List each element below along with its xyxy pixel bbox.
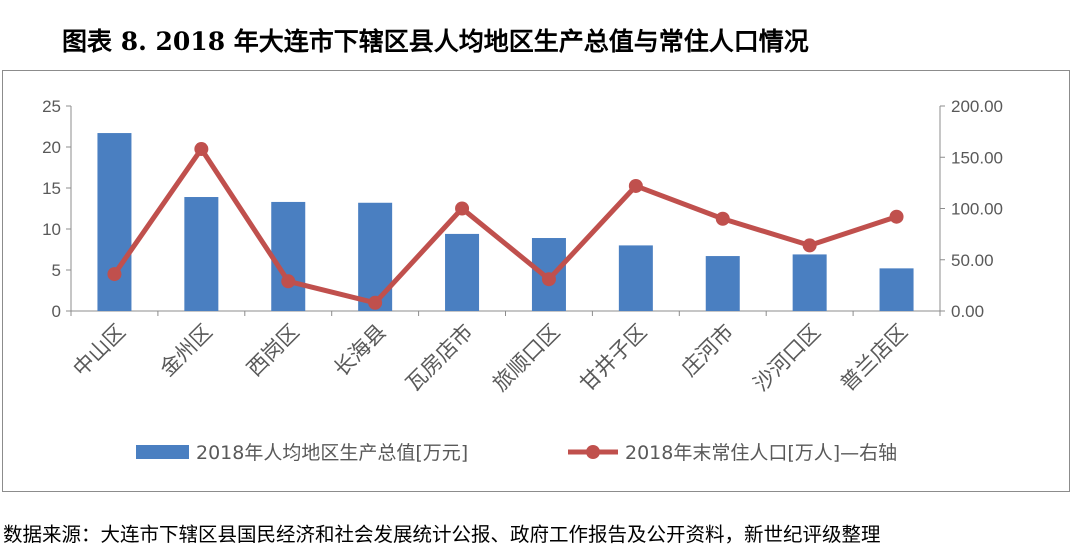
line-point xyxy=(368,295,383,310)
bar xyxy=(97,133,132,311)
line-point xyxy=(715,211,730,226)
line-point xyxy=(802,238,817,253)
category-label: 中山区 xyxy=(68,320,130,382)
right-tick-label: 150.00 xyxy=(951,148,1003,167)
line-point xyxy=(541,272,556,287)
category-label: 沙河口区 xyxy=(749,320,825,396)
left-tick-label: 5 xyxy=(52,261,61,280)
chart-area: 0 5 10 15 20 25 0.00 50.00 100.00 150.00 200.00 中… xyxy=(2,70,1070,492)
bar xyxy=(792,254,827,311)
bar xyxy=(879,268,914,311)
line-point xyxy=(455,201,470,216)
chart-title: 图表 8. 2018 年大连市下辖区县人均地区生产总值与常住人口情况 xyxy=(62,27,809,56)
legend-bar-label: 2018年人均地区生产总值[万元] xyxy=(196,442,468,464)
category-label: 甘井子区 xyxy=(575,320,651,396)
bar xyxy=(271,201,306,311)
source-note: 数据来源：大连市下辖区县国民经济和社会发展统计公报、政府工作报告及公开资料，新世… xyxy=(3,523,881,546)
legend-bar-swatch xyxy=(136,445,189,459)
left-axis-ticks: 0 5 10 15 20 25 xyxy=(42,97,71,321)
line-series xyxy=(107,142,904,310)
right-tick-label: 200.00 xyxy=(951,97,1003,116)
line-point xyxy=(194,142,209,157)
bar xyxy=(358,202,393,311)
left-tick-label: 20 xyxy=(42,138,61,157)
left-tick-label: 10 xyxy=(42,220,61,239)
category-label: 瓦房店市 xyxy=(401,320,477,396)
category-labels: 中山区 金州区 西岗区 长海县 瓦房店市 旅顺口区 甘井子区 庄河市 沙河口区 普兰店区 xyxy=(68,320,912,396)
line-path xyxy=(112,146,898,306)
category-label: 旅顺口区 xyxy=(488,320,564,396)
line-point xyxy=(628,178,643,193)
bar xyxy=(705,256,740,311)
category-label: 西岗区 xyxy=(242,320,304,382)
right-tick-label: 50.00 xyxy=(951,251,994,270)
bar xyxy=(445,233,480,311)
category-label: 普兰店区 xyxy=(836,320,912,396)
line-point xyxy=(889,209,904,224)
legend: 2018年人均地区生产总值[万元] 2018年末常住人口[万人]—右轴 xyxy=(136,442,897,464)
left-tick-label: 25 xyxy=(42,97,61,116)
left-tick-label: 15 xyxy=(42,179,61,198)
line-point xyxy=(107,267,122,282)
right-tick-label: 0.00 xyxy=(951,302,984,321)
category-label: 庄河市 xyxy=(677,320,739,382)
combo-chart: 0 5 10 15 20 25 0.00 50.00 100.00 150.00 200.00 中… xyxy=(42,97,1003,464)
right-tick-label: 100.00 xyxy=(951,200,1003,219)
category-label: 长海县 xyxy=(329,320,391,382)
left-tick-label: 0 xyxy=(52,302,61,321)
legend-line-label: 2018年末常住人口[万人]—右轴 xyxy=(625,442,897,464)
bar xyxy=(618,245,653,311)
legend-line-marker xyxy=(586,445,600,459)
line-point xyxy=(281,274,296,289)
bar-series xyxy=(97,133,914,311)
right-axis-ticks: 0.00 50.00 100.00 150.00 200.00 xyxy=(940,97,1003,321)
bar xyxy=(184,197,219,311)
category-label: 金州区 xyxy=(155,320,217,382)
